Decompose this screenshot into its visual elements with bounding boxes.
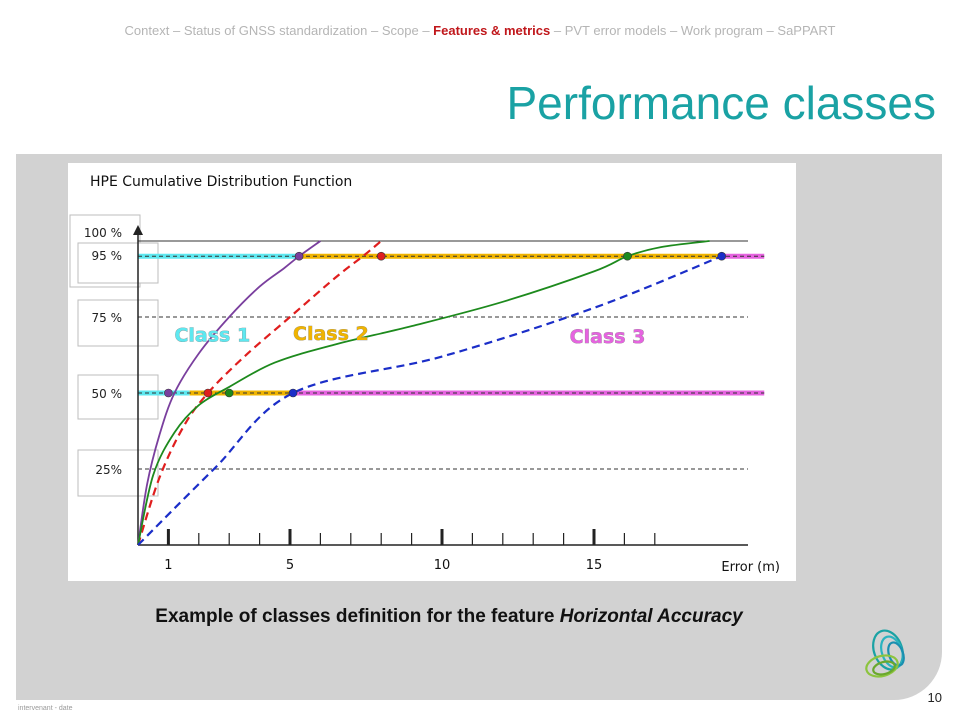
y-label-box [77, 449, 159, 497]
data-point [376, 251, 386, 261]
x-tick-label: 1 [164, 558, 172, 573]
page-number: 10 [927, 690, 942, 705]
x-tick-label: 5 [286, 558, 294, 573]
x-tick-label: 10 [434, 558, 451, 573]
figure-caption: Example of classes definition for the fe… [0, 606, 898, 628]
y-tick-label: 100 % [84, 226, 122, 240]
breadcrumb-item-work[interactable]: Work program [680, 23, 763, 38]
chart-title: HPE Cumulative Distribution Function [90, 174, 352, 190]
y-label-box [77, 299, 159, 347]
breadcrumb-item-status[interactable]: Status of GNSS standardization [183, 23, 368, 38]
breadcrumb-item-scope[interactable]: Scope [381, 23, 419, 38]
caption-feature: Horizontal Accuracy [559, 606, 743, 627]
x-axis-label: Error (m) [721, 560, 780, 575]
y-tick-label: 75 % [92, 311, 123, 325]
y-tick-label: 50 % [92, 387, 123, 401]
y-label-box [77, 242, 159, 284]
data-point [294, 251, 304, 261]
data-point [203, 388, 213, 398]
page-title: Performance classes [506, 77, 937, 129]
y-tick-label: 95 % [92, 249, 123, 263]
caption-text: Example of classes definition for the fe… [155, 606, 560, 627]
series-line-0 [137, 240, 321, 546]
breadcrumb-item-pvt[interactable]: PVT error models [564, 23, 667, 38]
y-tick-label: 25% [95, 463, 122, 477]
data-point [623, 251, 632, 261]
x-tick-label: 15 [586, 558, 603, 573]
data-point [288, 388, 298, 398]
footer-note: intervenant - date [18, 705, 73, 712]
data-point [717, 251, 726, 261]
cdf-chart: HPE Cumulative Distribution Function Err… [69, 174, 780, 575]
breadcrumb: Context – Status of GNSS standardization… [124, 23, 836, 38]
class-label: Class 3 [570, 326, 646, 348]
organization-logo [865, 629, 905, 678]
series-line-3 [137, 255, 723, 546]
chart-container: HPE Cumulative Distribution Function Err… [68, 163, 796, 581]
y-label-box [77, 374, 159, 420]
class-label: Class 1 [174, 324, 250, 346]
series-line-1 [136, 240, 382, 546]
class-label: Class 2 [293, 323, 369, 345]
breadcrumb-item-features[interactable]: Features & metrics [433, 23, 551, 38]
y-axis-arrow [133, 225, 143, 235]
data-point [224, 388, 234, 398]
breadcrumb-item-context[interactable]: Context [124, 23, 170, 38]
breadcrumb-item-sappart[interactable]: SaPPART [777, 23, 836, 38]
data-point [164, 388, 173, 398]
